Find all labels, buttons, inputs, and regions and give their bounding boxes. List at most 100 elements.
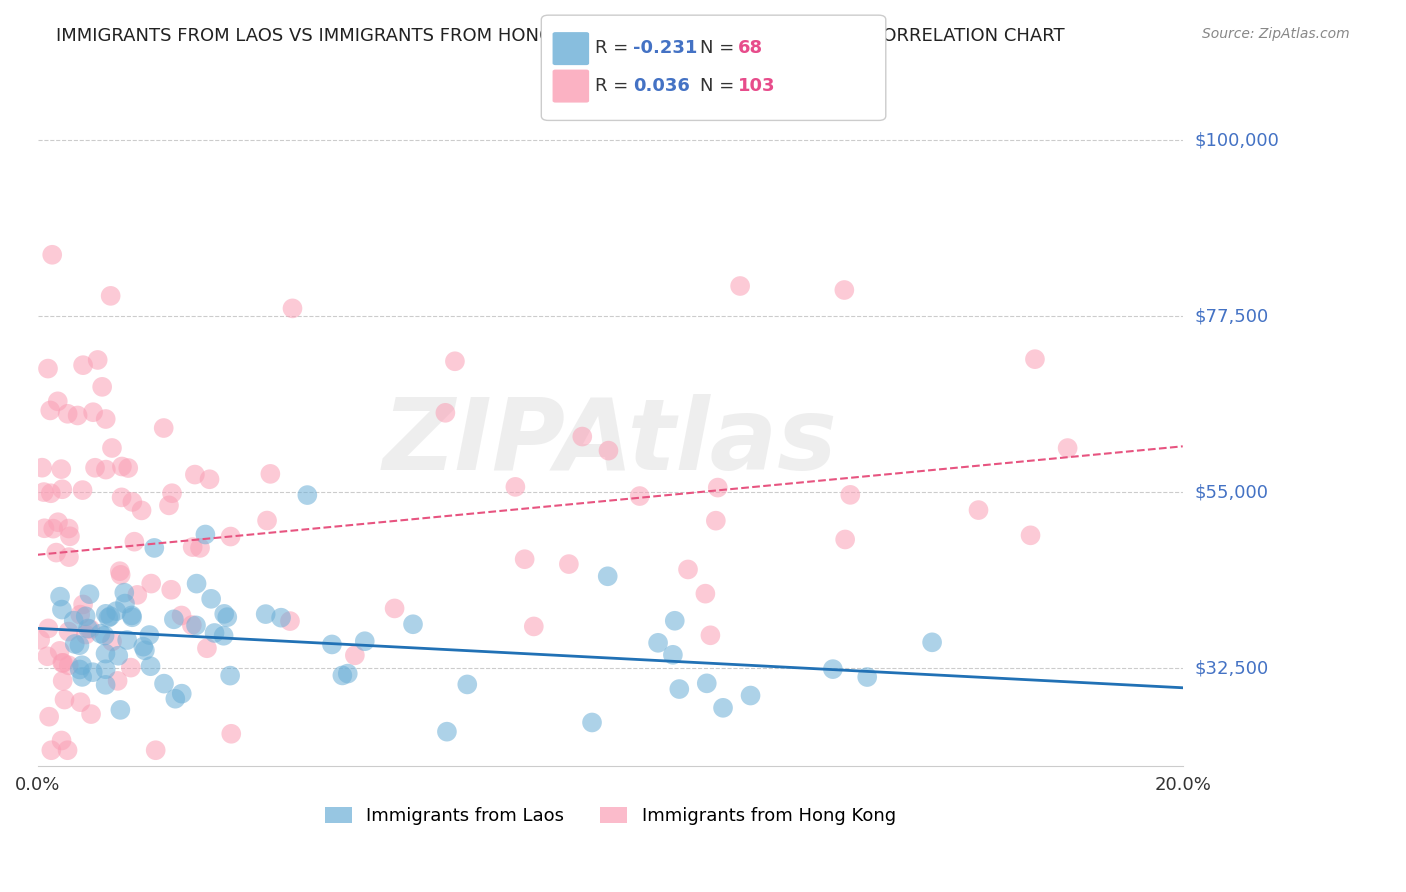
Immigrants from Hong Kong bbox=[967, 503, 990, 517]
Immigrants from Laos bbox=[856, 670, 879, 684]
Immigrants from Hong Kong bbox=[434, 406, 457, 420]
Immigrants from Laos bbox=[93, 629, 115, 643]
Immigrants from Hong Kong bbox=[834, 533, 856, 547]
Immigrants from Hong Kong bbox=[195, 641, 218, 656]
Text: N =: N = bbox=[700, 77, 740, 95]
Immigrants from Laos bbox=[194, 527, 217, 541]
Immigrants from Hong Kong bbox=[1056, 441, 1078, 455]
Text: ZIPAtlas: ZIPAtlas bbox=[382, 393, 838, 491]
Immigrants from Hong Kong bbox=[32, 485, 55, 500]
Immigrants from Laos bbox=[596, 569, 619, 583]
Immigrants from Hong Kong bbox=[38, 709, 60, 723]
Immigrants from Laos bbox=[69, 638, 91, 652]
Immigrants from Hong Kong bbox=[695, 587, 717, 601]
Immigrants from Hong Kong bbox=[523, 619, 546, 633]
Immigrants from Hong Kong bbox=[124, 534, 146, 549]
Text: R =: R = bbox=[595, 77, 634, 95]
Text: R =: R = bbox=[595, 39, 634, 57]
Immigrants from Hong Kong bbox=[384, 601, 406, 615]
Immigrants from Laos bbox=[456, 677, 478, 691]
Immigrants from Hong Kong bbox=[107, 673, 129, 688]
Immigrants from Laos bbox=[436, 724, 458, 739]
Immigrants from Hong Kong bbox=[278, 614, 301, 628]
Immigrants from Laos bbox=[51, 602, 73, 616]
Immigrants from Hong Kong bbox=[59, 529, 82, 543]
Immigrants from Hong Kong bbox=[37, 649, 59, 664]
Immigrants from Laos bbox=[165, 691, 187, 706]
Text: IMMIGRANTS FROM LAOS VS IMMIGRANTS FROM HONG KONG MEDIAN FEMALE EARNINGS CORRELA: IMMIGRANTS FROM LAOS VS IMMIGRANTS FROM … bbox=[56, 27, 1064, 45]
Immigrants from Hong Kong bbox=[45, 546, 67, 560]
Immigrants from Hong Kong bbox=[84, 460, 107, 475]
Immigrants from Hong Kong bbox=[343, 648, 366, 663]
Immigrants from Laos bbox=[77, 622, 100, 636]
Immigrants from Hong Kong bbox=[46, 515, 69, 529]
Immigrants from Laos bbox=[696, 676, 718, 690]
Immigrants from Hong Kong bbox=[66, 409, 89, 423]
Text: 0.036: 0.036 bbox=[633, 77, 689, 95]
Immigrants from Hong Kong bbox=[839, 488, 862, 502]
Immigrants from Hong Kong bbox=[86, 353, 108, 368]
Immigrants from Laos bbox=[662, 648, 685, 662]
Immigrants from Laos bbox=[184, 618, 207, 632]
Immigrants from Hong Kong bbox=[52, 673, 75, 688]
Immigrants from Laos bbox=[121, 610, 143, 624]
Text: Source: ZipAtlas.com: Source: ZipAtlas.com bbox=[1202, 27, 1350, 41]
Immigrants from Laos bbox=[79, 587, 101, 601]
Text: $77,500: $77,500 bbox=[1194, 307, 1268, 325]
Immigrants from Laos bbox=[254, 607, 277, 621]
Immigrants from Laos bbox=[75, 609, 97, 624]
Immigrants from Hong Kong bbox=[699, 628, 721, 642]
Immigrants from Hong Kong bbox=[117, 461, 139, 475]
Immigrants from Laos bbox=[62, 614, 84, 628]
Immigrants from Hong Kong bbox=[58, 624, 80, 639]
Immigrants from Hong Kong bbox=[80, 707, 103, 722]
Immigrants from Hong Kong bbox=[111, 459, 134, 474]
Immigrants from Hong Kong bbox=[101, 634, 124, 648]
Immigrants from Hong Kong bbox=[41, 248, 63, 262]
Immigrants from Hong Kong bbox=[82, 405, 104, 419]
Immigrants from Laos bbox=[821, 662, 844, 676]
Immigrants from Laos bbox=[94, 678, 117, 692]
Immigrants from Hong Kong bbox=[108, 564, 131, 578]
Immigrants from Laos bbox=[132, 640, 155, 654]
Text: 103: 103 bbox=[738, 77, 776, 95]
Immigrants from Laos bbox=[321, 637, 343, 651]
Immigrants from Laos bbox=[921, 635, 943, 649]
Immigrants from Hong Kong bbox=[31, 460, 53, 475]
Immigrants from Hong Kong bbox=[101, 441, 124, 455]
Immigrants from Hong Kong bbox=[42, 522, 65, 536]
Text: $32,500: $32,500 bbox=[1194, 659, 1268, 677]
Immigrants from Laos bbox=[94, 647, 117, 661]
Immigrants from Laos bbox=[107, 648, 129, 663]
Immigrants from Laos bbox=[70, 670, 93, 684]
Immigrants from Hong Kong bbox=[198, 472, 221, 486]
Immigrants from Hong Kong bbox=[259, 467, 281, 481]
Immigrants from Hong Kong bbox=[707, 481, 730, 495]
Immigrants from Hong Kong bbox=[39, 486, 62, 500]
Immigrants from Laos bbox=[664, 614, 686, 628]
Immigrants from Hong Kong bbox=[72, 598, 94, 612]
Immigrants from Laos bbox=[112, 585, 135, 599]
Immigrants from Hong Kong bbox=[180, 618, 202, 632]
Immigrants from Hong Kong bbox=[94, 412, 117, 426]
Immigrants from Hong Kong bbox=[160, 486, 183, 500]
Immigrants from Hong Kong bbox=[56, 743, 79, 757]
Immigrants from Laos bbox=[69, 663, 91, 677]
Immigrants from Hong Kong bbox=[145, 743, 167, 757]
Immigrants from Laos bbox=[186, 576, 208, 591]
Immigrants from Hong Kong bbox=[444, 354, 467, 368]
Immigrants from Laos bbox=[138, 628, 160, 642]
Immigrants from Hong Kong bbox=[184, 467, 207, 482]
Immigrants from Hong Kong bbox=[513, 552, 536, 566]
Immigrants from Hong Kong bbox=[30, 632, 52, 647]
Immigrants from Laos bbox=[163, 612, 186, 626]
Immigrants from Hong Kong bbox=[41, 743, 63, 757]
Immigrants from Hong Kong bbox=[281, 301, 304, 316]
Immigrants from Hong Kong bbox=[188, 541, 211, 555]
Immigrants from Hong Kong bbox=[219, 530, 242, 544]
Immigrants from Laos bbox=[212, 629, 235, 643]
Immigrants from Hong Kong bbox=[58, 658, 80, 673]
Immigrants from Hong Kong bbox=[51, 733, 73, 747]
Immigrants from Laos bbox=[200, 591, 222, 606]
Immigrants from Hong Kong bbox=[79, 622, 101, 636]
